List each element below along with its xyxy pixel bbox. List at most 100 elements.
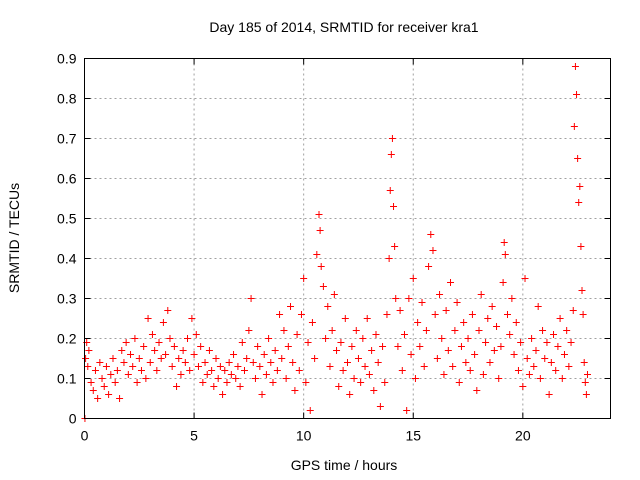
data-point <box>265 335 273 342</box>
data-point <box>324 303 332 310</box>
data-point <box>453 299 461 306</box>
data-point <box>205 347 213 354</box>
data-point <box>118 347 126 354</box>
data-point <box>260 351 268 358</box>
data-point <box>269 379 277 386</box>
data-point <box>89 387 97 394</box>
data-point <box>137 367 145 374</box>
data-point <box>337 339 345 346</box>
data-point <box>120 359 128 366</box>
data-point <box>499 279 507 286</box>
data-point <box>212 355 220 362</box>
data-point <box>363 315 371 322</box>
data-point <box>484 315 492 322</box>
data-point <box>208 367 216 374</box>
data-point <box>577 243 585 250</box>
data-point <box>251 375 259 382</box>
data-point <box>523 355 531 362</box>
data-point <box>405 295 413 302</box>
data-point <box>379 343 387 350</box>
data-point <box>503 311 511 318</box>
data-point <box>407 351 415 358</box>
data-point <box>500 239 508 246</box>
data-point <box>352 327 360 334</box>
data-point <box>140 343 148 350</box>
data-point <box>490 347 498 354</box>
data-point <box>391 243 399 250</box>
data-point <box>390 203 398 210</box>
data-point <box>267 359 275 366</box>
data-point <box>431 311 439 318</box>
y-tick-label: 0.2 <box>57 331 77 347</box>
data-point <box>455 379 463 386</box>
data-point <box>438 335 446 342</box>
data-point <box>519 383 527 390</box>
y-tick-label: 0.5 <box>57 211 77 227</box>
data-point <box>98 375 106 382</box>
data-point <box>420 363 428 370</box>
data-point <box>219 391 227 398</box>
data-point <box>525 371 533 378</box>
data-point <box>304 339 312 346</box>
chart-title: Day 185 of 2014, SRMTID for receiver kra… <box>209 19 478 35</box>
data-point <box>133 379 141 386</box>
data-point <box>583 371 591 378</box>
data-point <box>148 331 156 338</box>
data-point <box>328 327 336 334</box>
data-point <box>278 355 286 362</box>
data-point <box>383 311 391 318</box>
data-point <box>411 375 419 382</box>
data-point <box>571 63 579 70</box>
data-point <box>262 371 270 378</box>
data-point <box>159 319 167 326</box>
data-point <box>151 347 159 354</box>
data-point <box>403 407 411 414</box>
data-point <box>579 311 587 318</box>
x-axis-label: GPS time / hours <box>291 457 398 473</box>
data-point <box>271 347 279 354</box>
data-point <box>291 387 299 394</box>
data-point <box>433 355 441 362</box>
data-point <box>488 303 496 310</box>
data-point <box>216 363 224 370</box>
data-point <box>100 383 108 390</box>
data-point <box>374 359 382 366</box>
y-axis-label: SRMTID / TECUs <box>6 183 22 293</box>
data-point <box>258 391 266 398</box>
data-point <box>142 375 150 382</box>
x-tick-label: 5 <box>190 428 198 444</box>
data-point <box>319 283 327 290</box>
data-point <box>311 355 319 362</box>
data-point <box>146 359 154 366</box>
data-point <box>129 363 137 370</box>
data-point <box>326 363 334 370</box>
data-point <box>368 347 376 354</box>
data-point <box>203 371 211 378</box>
data-point <box>313 251 321 258</box>
data-point <box>409 275 417 282</box>
data-point <box>214 375 222 382</box>
data-point <box>442 307 450 314</box>
data-point <box>556 315 564 322</box>
data-point <box>416 343 424 350</box>
data-point <box>247 295 255 302</box>
data-point <box>449 363 457 370</box>
data-point <box>341 315 349 322</box>
data-point <box>308 319 316 326</box>
data-point <box>91 367 99 374</box>
data-point <box>293 331 301 338</box>
data-point <box>330 291 338 298</box>
data-point <box>422 327 430 334</box>
data-points <box>81 63 591 422</box>
data-point <box>386 187 394 194</box>
data-point <box>94 395 102 402</box>
data-point <box>249 359 257 366</box>
data-point <box>181 359 189 366</box>
data-point <box>153 367 161 374</box>
data-point <box>536 375 544 382</box>
data-point <box>517 339 525 346</box>
data-point <box>84 363 92 370</box>
data-point <box>190 351 198 358</box>
data-point <box>234 363 242 370</box>
x-tick-label: 10 <box>296 428 312 444</box>
